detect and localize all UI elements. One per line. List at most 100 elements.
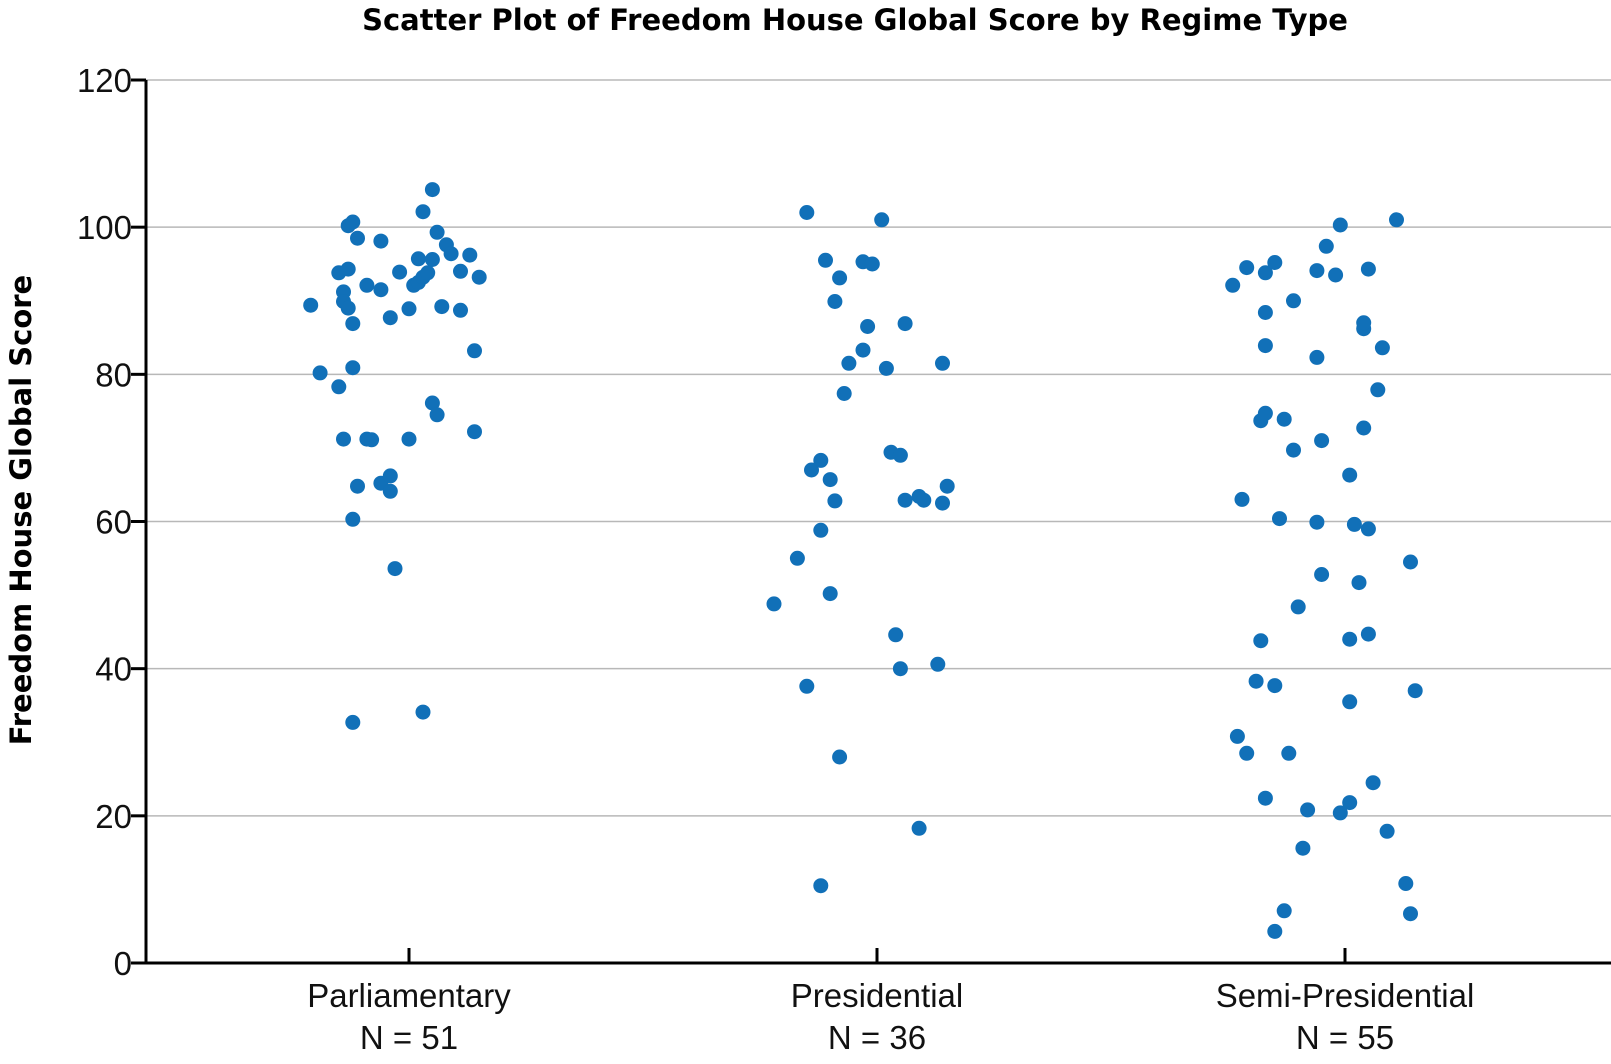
- data-point: [822, 586, 838, 602]
- data-point: [424, 252, 440, 267]
- data-point: [1342, 694, 1358, 710]
- data-point: [336, 431, 351, 447]
- data-point: [345, 316, 361, 332]
- data-point: [1272, 511, 1287, 527]
- y-tick-label: 40: [95, 651, 132, 688]
- y-tick-label: 20: [95, 798, 132, 835]
- y-tick-label: 120: [77, 62, 132, 99]
- data-point: [1360, 261, 1376, 277]
- data-point: [1389, 212, 1404, 228]
- data-point: [1300, 802, 1316, 818]
- data-point: [382, 468, 398, 484]
- data-point: [1374, 340, 1390, 356]
- data-point: [1309, 514, 1325, 530]
- data-point: [1407, 683, 1423, 699]
- category-count-label: N = 51: [360, 1019, 458, 1056]
- data-point: [401, 301, 417, 317]
- data-point: [832, 749, 848, 765]
- data-point: [340, 261, 356, 277]
- data-point: [1328, 267, 1344, 283]
- data-point: [364, 432, 380, 448]
- x-ticks: Parliamentary N = 51 Presidential N = 36 Sem…: [307, 948, 1474, 1056]
- data-point: [373, 233, 389, 249]
- data-point: [429, 224, 445, 240]
- data-point: [1267, 678, 1283, 694]
- data-point: [1403, 906, 1418, 922]
- data-point: [443, 246, 459, 262]
- data-point: [1267, 923, 1283, 939]
- data-point: [1351, 575, 1367, 591]
- data-point: [1356, 420, 1372, 436]
- x-tick-label: Parliamentary: [307, 977, 511, 1014]
- data-point: [471, 269, 487, 285]
- data-point: [1286, 442, 1301, 458]
- data-point: [1257, 405, 1273, 421]
- data-point: [813, 878, 829, 894]
- category-count-label: N = 36: [828, 1019, 926, 1056]
- data-points: [303, 182, 1423, 939]
- data-point: [345, 214, 361, 230]
- data-point: [1239, 745, 1255, 761]
- data-point: [1253, 633, 1269, 649]
- data-point: [864, 256, 880, 272]
- data-point: [453, 302, 468, 318]
- data-point: [1346, 516, 1362, 532]
- data-point: [382, 310, 398, 326]
- data-point: [453, 263, 468, 279]
- y-tick-label: 80: [95, 356, 132, 393]
- data-point: [1342, 467, 1358, 483]
- data-point: [813, 522, 829, 538]
- data-point: [916, 492, 932, 508]
- data-point: [1356, 315, 1372, 331]
- data-point: [892, 661, 908, 677]
- data-point: [1229, 728, 1245, 744]
- data-point: [1234, 491, 1250, 507]
- x-tick-label: Presidential: [791, 977, 963, 1014]
- data-point: [1309, 349, 1325, 365]
- data-point: [1370, 382, 1386, 398]
- data-point: [855, 342, 871, 358]
- data-point: [874, 212, 890, 228]
- data-point: [1248, 673, 1264, 689]
- y-tick-label: 0: [114, 945, 132, 982]
- data-point: [892, 447, 908, 463]
- data-point: [841, 355, 857, 371]
- data-point: [822, 472, 838, 488]
- data-point: [340, 300, 356, 316]
- x-tick-label: Semi-Presidential: [1216, 977, 1475, 1014]
- data-point: [1257, 265, 1273, 281]
- data-point: [331, 379, 347, 395]
- data-point: [415, 204, 431, 220]
- data-point: [424, 395, 440, 411]
- data-point: [387, 561, 403, 577]
- data-point: [420, 265, 436, 281]
- data-point: [1342, 631, 1358, 647]
- data-point: [303, 297, 319, 313]
- data-point: [930, 656, 946, 672]
- data-point: [350, 478, 365, 494]
- data-point: [804, 462, 819, 478]
- data-point: [1225, 277, 1241, 293]
- data-point: [935, 355, 950, 371]
- data-point: [939, 478, 955, 494]
- data-point: [382, 483, 398, 499]
- data-point: [1276, 903, 1292, 919]
- data-point: [897, 492, 913, 508]
- y-tick-label: 100: [77, 209, 132, 246]
- data-point: [373, 282, 389, 298]
- data-point: [1290, 599, 1306, 615]
- data-point: [860, 319, 876, 334]
- gridlines: [146, 79, 1611, 817]
- data-point: [429, 407, 445, 423]
- data-point: [1332, 805, 1348, 821]
- data-point: [1239, 260, 1255, 276]
- data-point: [935, 495, 950, 511]
- data-point: [1398, 876, 1414, 891]
- data-point: [836, 386, 852, 401]
- data-point: [312, 365, 328, 381]
- data-point: [1379, 823, 1395, 839]
- data-point: [467, 343, 482, 359]
- data-point: [827, 294, 843, 309]
- data-point: [1360, 521, 1376, 537]
- y-tick-label: 60: [95, 504, 132, 541]
